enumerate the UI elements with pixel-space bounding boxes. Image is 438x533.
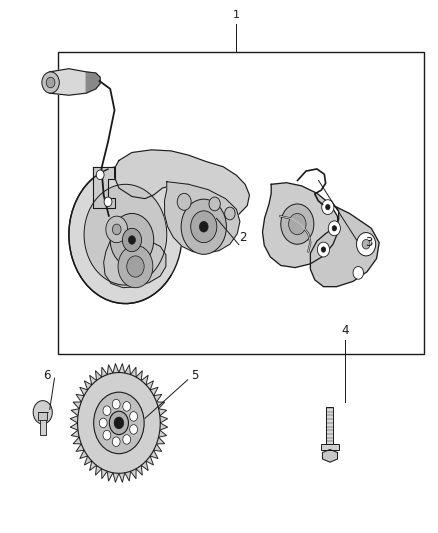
Circle shape <box>128 236 135 244</box>
Bar <box>326 407 333 444</box>
Text: 3: 3 <box>365 236 373 249</box>
Circle shape <box>113 224 121 235</box>
Bar <box>40 419 46 434</box>
Circle shape <box>106 216 127 243</box>
Polygon shape <box>86 72 100 93</box>
Text: 1: 1 <box>233 10 240 20</box>
Circle shape <box>112 399 120 409</box>
Circle shape <box>328 221 340 236</box>
Circle shape <box>94 392 144 454</box>
Circle shape <box>127 256 144 277</box>
Circle shape <box>110 411 128 434</box>
Circle shape <box>289 214 306 235</box>
Polygon shape <box>262 183 339 268</box>
Circle shape <box>181 199 226 254</box>
Circle shape <box>96 170 104 180</box>
Circle shape <box>103 431 111 440</box>
Circle shape <box>123 434 131 444</box>
Circle shape <box>123 402 131 411</box>
Polygon shape <box>104 232 166 288</box>
Circle shape <box>99 418 107 427</box>
Text: 6: 6 <box>43 369 51 382</box>
Circle shape <box>118 245 153 288</box>
Circle shape <box>130 425 138 434</box>
Circle shape <box>191 211 217 243</box>
Polygon shape <box>311 204 379 287</box>
Circle shape <box>325 205 330 210</box>
Circle shape <box>33 401 52 424</box>
Circle shape <box>122 228 141 252</box>
Circle shape <box>321 247 325 252</box>
Text: 2: 2 <box>239 231 247 244</box>
Circle shape <box>112 437 120 447</box>
Circle shape <box>322 200 334 215</box>
Circle shape <box>209 197 220 211</box>
Circle shape <box>357 232 376 256</box>
Circle shape <box>362 239 370 249</box>
Polygon shape <box>115 150 250 219</box>
Circle shape <box>332 225 336 231</box>
Circle shape <box>42 72 59 93</box>
Circle shape <box>114 417 124 429</box>
Circle shape <box>104 197 112 207</box>
Bar <box>321 444 339 450</box>
Polygon shape <box>322 449 338 462</box>
Circle shape <box>225 207 235 220</box>
Circle shape <box>281 204 314 244</box>
Circle shape <box>110 214 154 266</box>
Circle shape <box>69 166 182 304</box>
Polygon shape <box>93 167 115 208</box>
Circle shape <box>78 373 160 473</box>
Circle shape <box>130 411 138 421</box>
Text: 4: 4 <box>342 324 349 337</box>
Bar <box>39 412 47 420</box>
Circle shape <box>199 221 208 232</box>
Circle shape <box>177 193 191 211</box>
Text: 5: 5 <box>191 369 199 382</box>
Circle shape <box>46 77 55 88</box>
Circle shape <box>353 266 364 279</box>
Circle shape <box>103 406 111 415</box>
Bar <box>58 52 424 354</box>
Polygon shape <box>45 69 93 95</box>
Circle shape <box>84 184 167 285</box>
Circle shape <box>318 242 329 257</box>
Polygon shape <box>70 364 168 482</box>
Polygon shape <box>165 182 240 253</box>
